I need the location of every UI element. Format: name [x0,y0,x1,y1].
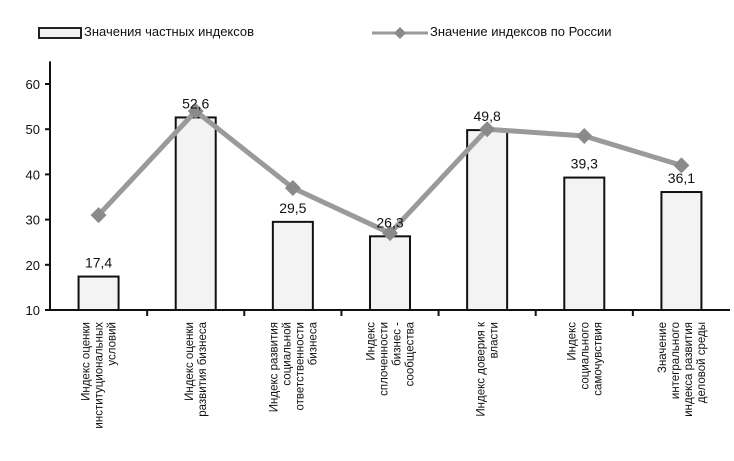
category-labels: Индекс оценки институциональных условий Инд… [81,321,708,429]
category-label: индекса развития [683,322,695,417]
category-label: сообщества [405,321,417,386]
category-label: Значение [657,322,669,373]
category-label: ответственности [294,322,306,410]
category-label: самочувствия [592,322,604,396]
bar-data-label: 49,8 [474,108,501,124]
bar [77,275,120,311]
category-label: Индекс развития [268,322,280,412]
bar [369,235,411,312]
line-point [673,157,690,174]
category-label: социальной [281,322,293,386]
category-label: условий [107,322,119,366]
category-label: Индекс [366,322,378,361]
category-label: деловой среды [696,322,708,403]
category-label: Индекс доверия к [476,321,488,417]
y-tick-label: 60 [26,77,40,92]
line-point [90,207,107,224]
category-label: Индекс оценки [184,322,196,401]
bar [660,191,703,311]
bar [563,176,606,311]
category-label: развития бизнеса [197,321,209,416]
line-point [284,179,301,196]
category-label: власти [489,322,501,358]
bar [466,129,509,311]
line-point [187,103,204,120]
category-label: институциональных [94,322,106,429]
y-tick-label: 10 [26,303,40,318]
y-tick-label: 50 [26,122,40,137]
category-label: Индекс оценки [81,322,93,401]
category-label: социального [579,322,591,389]
bar-data-label: 26,3 [376,214,403,230]
legend-bar-label: Значения частных индексов [84,24,255,39]
line-point [576,127,593,144]
legend-bar-swatch [38,27,82,39]
bar [174,116,217,311]
axes: 10 20 30 40 50 60 [26,61,730,318]
category-label: бизнеса [307,321,319,365]
y-tick-label: 40 [26,167,40,182]
bar-labels: 17,4 52,6 29,5 26,3 49,8 39,3 36,1 [85,95,695,270]
legend: Значения частных индексов Значение индек… [0,0,734,40]
bar-data-label: 39,3 [571,156,598,172]
y-tick-label: 30 [26,213,40,228]
bar-data-label: 29,5 [279,200,306,216]
line-point [382,225,398,242]
legend-line-label: Значение индексов по России [430,24,612,39]
line-point [479,121,496,138]
legend-line-swatch [372,27,428,39]
bars [77,116,703,312]
bar-data-label: 36,1 [668,170,695,186]
bar [271,220,314,311]
category-label: бизнес - [392,322,404,366]
bar-data-label: 52,6 [182,95,209,111]
category-label: интегрального [670,322,682,399]
line-series [90,103,690,242]
category-label: сплоченности [379,322,391,396]
y-tick-label: 20 [26,258,40,273]
category-label: Индекс [566,322,578,361]
bar-data-label: 17,4 [85,255,112,271]
